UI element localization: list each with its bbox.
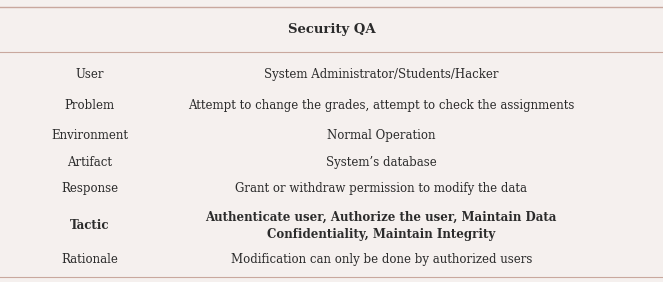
Text: Authenticate user, Authorize the user, Maintain Data
Confidentiality, Maintain I: Authenticate user, Authorize the user, M… xyxy=(206,211,557,241)
Text: Modification can only be done by authorized users: Modification can only be done by authori… xyxy=(231,253,532,266)
Text: Normal Operation: Normal Operation xyxy=(327,129,436,142)
Text: Tactic: Tactic xyxy=(70,219,109,232)
Text: Response: Response xyxy=(61,182,118,195)
Text: Grant or withdraw permission to modify the data: Grant or withdraw permission to modify t… xyxy=(235,182,527,195)
Text: Attempt to change the grades, attempt to check the assignments: Attempt to change the grades, attempt to… xyxy=(188,99,574,112)
Text: User: User xyxy=(76,68,103,81)
Text: Rationale: Rationale xyxy=(61,253,118,266)
Text: System Administrator/Students/Hacker: System Administrator/Students/Hacker xyxy=(264,68,499,81)
Text: Environment: Environment xyxy=(51,129,128,142)
Text: Artifact: Artifact xyxy=(67,156,112,169)
Text: System’s database: System’s database xyxy=(326,156,437,169)
Text: Problem: Problem xyxy=(64,99,115,112)
Text: Security QA: Security QA xyxy=(288,23,375,36)
